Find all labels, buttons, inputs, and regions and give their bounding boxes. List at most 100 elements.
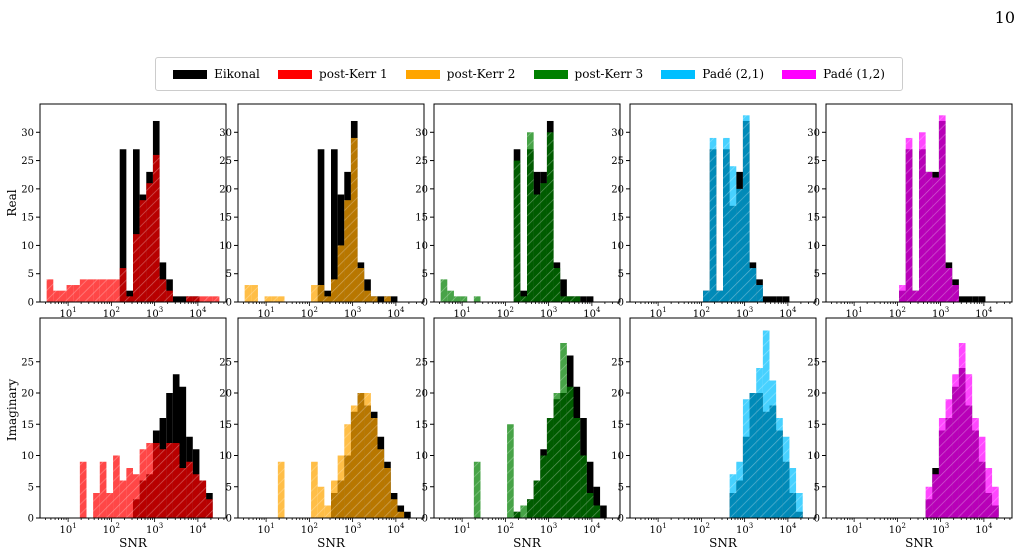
bar-pad-2-1: [703, 290, 710, 302]
bar-post-kerr-3: [566, 296, 574, 302]
bar-post-kerr-2: [370, 296, 378, 302]
x-tick-label: 102: [889, 522, 906, 536]
bar-post-kerr-2: [311, 285, 318, 302]
y-tick-label: 10: [611, 451, 624, 462]
bar-post-kerr-3: [593, 505, 601, 518]
x-tick-label: 102: [301, 306, 318, 320]
y-tick-label: 15: [611, 420, 624, 431]
bar-post-kerr-1: [139, 200, 147, 302]
y-tick-label: 10: [21, 451, 34, 462]
bar-pad-2-1: [742, 399, 750, 518]
bar-eikonal: [769, 296, 777, 302]
axes-frame: [629, 317, 817, 519]
bar-eikonal: [762, 296, 770, 302]
bar-post-kerr-2: [344, 424, 351, 518]
bar-pad-2-1: [782, 436, 790, 518]
bar-post-kerr-1: [159, 279, 167, 302]
bar-pad-1-2: [972, 418, 979, 518]
bar-post-kerr-2: [324, 296, 331, 302]
y-tick-label: 10: [415, 241, 428, 252]
y-tick-label: 15: [415, 420, 428, 431]
x-tick-label: 102: [103, 522, 120, 536]
bar-pad-2-1: [749, 393, 757, 518]
bar-post-kerr-1: [86, 279, 94, 302]
x-tick-label: 101: [846, 306, 863, 320]
x-tick-label: 101: [454, 306, 471, 320]
bar-post-kerr-3: [546, 418, 554, 518]
bar-post-kerr-2: [357, 268, 365, 302]
y-tick-label: 0: [226, 298, 232, 309]
legend-swatch-post-kerr-3: [533, 69, 568, 79]
panel-real-post-kerr-3: 0 5 10 15 20 25 30 101 102 103 104: [415, 103, 621, 320]
bar-pad-2-1: [762, 330, 770, 518]
bar-eikonal: [377, 296, 385, 302]
bar-post-kerr-1: [66, 285, 74, 302]
x-tick-label: 101: [846, 522, 863, 536]
axes-frame: [433, 317, 621, 519]
bar-pad-2-1: [729, 474, 737, 518]
bar-post-kerr-1: [179, 468, 187, 518]
bar-pad-2-1: [756, 368, 763, 518]
y-tick-label: 25: [807, 156, 820, 167]
y-tick-label: 5: [814, 482, 820, 493]
bar-post-kerr-2: [317, 486, 325, 518]
x-tick-label: 103: [736, 522, 753, 536]
bar-pad-2-1: [716, 290, 723, 302]
legend-swatch-pade-2-1: [661, 69, 696, 79]
y-tick-label: 25: [21, 357, 34, 368]
y-tick-label: 5: [618, 269, 624, 280]
bar-post-kerr-3: [573, 296, 581, 302]
bar-post-kerr-2: [370, 418, 378, 518]
bar-post-kerr-1: [152, 443, 160, 518]
legend-item-pade-2-1: Padé (2,1): [661, 67, 764, 81]
axes-frame: [39, 317, 227, 519]
bar-pad-1-2: [932, 177, 939, 302]
y-tick-label: 30: [21, 128, 34, 139]
bar-post-kerr-2: [337, 455, 345, 518]
bar-eikonal: [560, 279, 567, 302]
y-tick-label: 20: [611, 184, 624, 195]
y-tick-label: 0: [422, 298, 428, 309]
bar-post-kerr-2: [344, 200, 351, 302]
bar-pad-1-2: [965, 374, 973, 518]
y-tick-label: 25: [219, 357, 232, 368]
y-tick-label: 25: [415, 156, 428, 167]
y-tick-label: 5: [814, 269, 820, 280]
y-tick-label: 25: [611, 156, 624, 167]
bar-post-kerr-1: [146, 443, 153, 518]
y-tick-label: 15: [219, 420, 232, 431]
bar-post-kerr-1: [199, 296, 207, 302]
bar-post-kerr-1: [79, 461, 87, 518]
x-axis-title: SNR: [119, 536, 148, 550]
bar-post-kerr-3: [527, 132, 534, 302]
bar-pad-1-2: [925, 171, 933, 302]
y-tick-label: 0: [814, 298, 820, 309]
y-tick-label: 5: [422, 482, 428, 493]
panel-real-post-kerr-2: 0 5 10 15 20 25 30 101 102 103 104: [219, 103, 425, 320]
bar-post-kerr-3: [540, 183, 547, 302]
bar-post-kerr-2: [251, 285, 258, 302]
x-tick-label: 103: [540, 522, 557, 536]
bar-eikonal: [958, 296, 966, 302]
x-tick-label: 104: [387, 306, 405, 320]
x-tick-label: 103: [540, 306, 557, 320]
bar-post-kerr-3: [520, 505, 527, 518]
bar-eikonal: [404, 511, 411, 518]
x-tick-label: 104: [975, 522, 993, 536]
bar-eikonal: [586, 461, 594, 518]
bar-pad-1-2: [899, 285, 906, 302]
bar-post-kerr-2: [390, 499, 398, 518]
bar-post-kerr-3: [507, 424, 514, 518]
bar-post-kerr-2: [311, 461, 318, 518]
bar-eikonal: [324, 290, 331, 302]
y-tick-label: 5: [28, 269, 34, 280]
bar-post-kerr-2: [337, 245, 345, 302]
bar-pad-2-1: [736, 461, 743, 518]
x-tick-label: 102: [693, 306, 710, 320]
axes-frame: [237, 103, 425, 303]
bar-post-kerr-2: [271, 296, 278, 302]
x-tick-label: 103: [146, 306, 163, 320]
y-tick-label: 5: [28, 482, 34, 493]
bar-post-kerr-3: [546, 132, 554, 302]
bar-post-kerr-1: [133, 234, 140, 302]
